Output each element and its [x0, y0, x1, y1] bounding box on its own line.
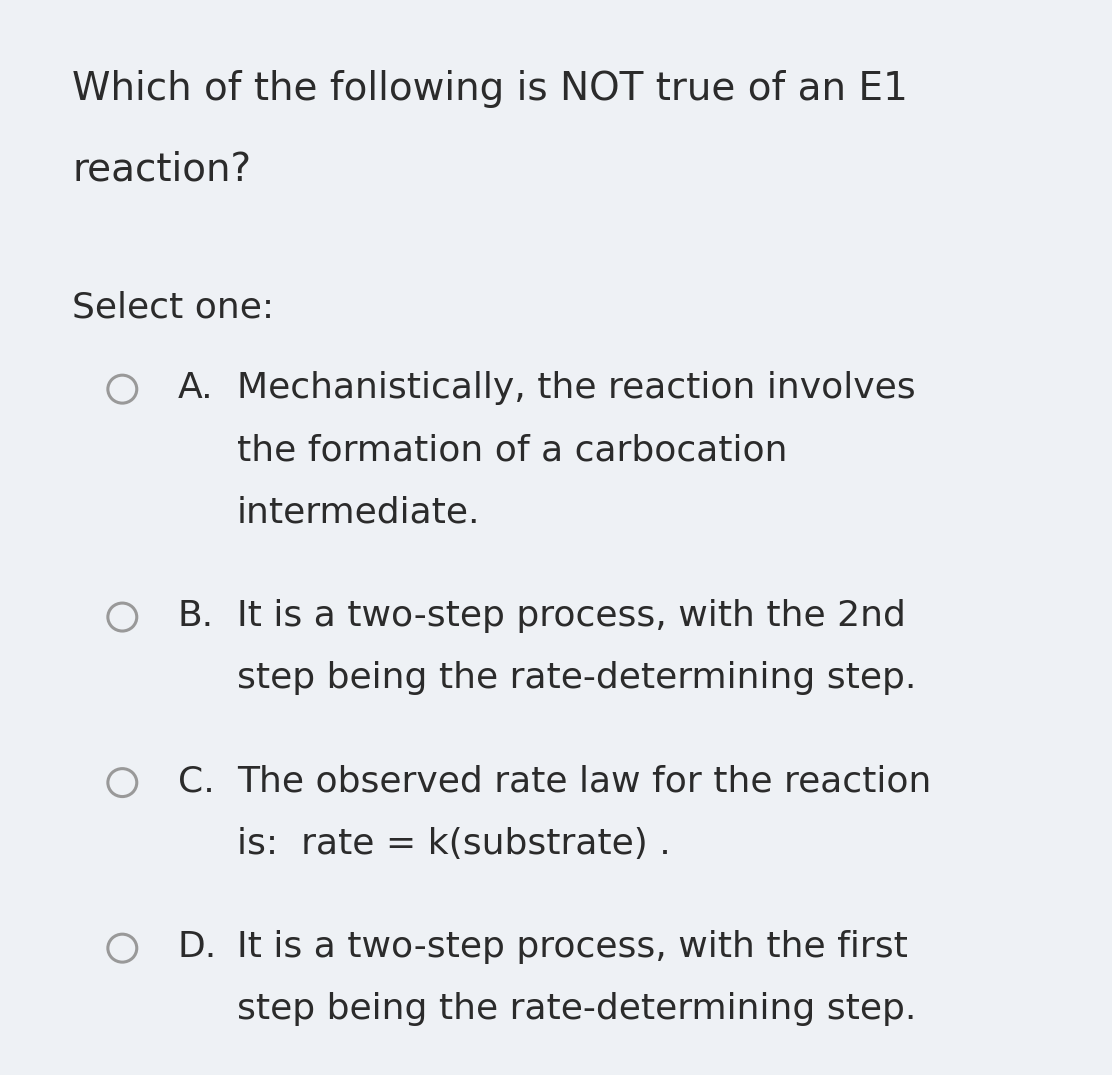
Text: reaction?: reaction?: [72, 151, 251, 188]
Text: Which of the following is NOT true of an E1: Which of the following is NOT true of an…: [72, 70, 909, 108]
Text: Select one:: Select one:: [72, 290, 275, 325]
Text: The observed rate law for the reaction: The observed rate law for the reaction: [237, 764, 931, 799]
Text: B.: B.: [178, 599, 214, 633]
Text: D.: D.: [178, 930, 217, 964]
Text: C.: C.: [178, 764, 215, 799]
Text: step being the rate-determining step.: step being the rate-determining step.: [237, 661, 916, 696]
Text: A.: A.: [178, 371, 214, 405]
Text: It is a two-step process, with the first: It is a two-step process, with the first: [237, 930, 907, 964]
Text: is:  rate = k(substrate) .: is: rate = k(substrate) .: [237, 827, 671, 861]
Text: the formation of a carbocation: the formation of a carbocation: [237, 433, 787, 468]
Text: It is a two-step process, with the 2nd: It is a two-step process, with the 2nd: [237, 599, 906, 633]
Text: intermediate.: intermediate.: [237, 496, 480, 530]
Text: Mechanistically, the reaction involves: Mechanistically, the reaction involves: [237, 371, 915, 405]
Text: step being the rate-determining step.: step being the rate-determining step.: [237, 992, 916, 1027]
